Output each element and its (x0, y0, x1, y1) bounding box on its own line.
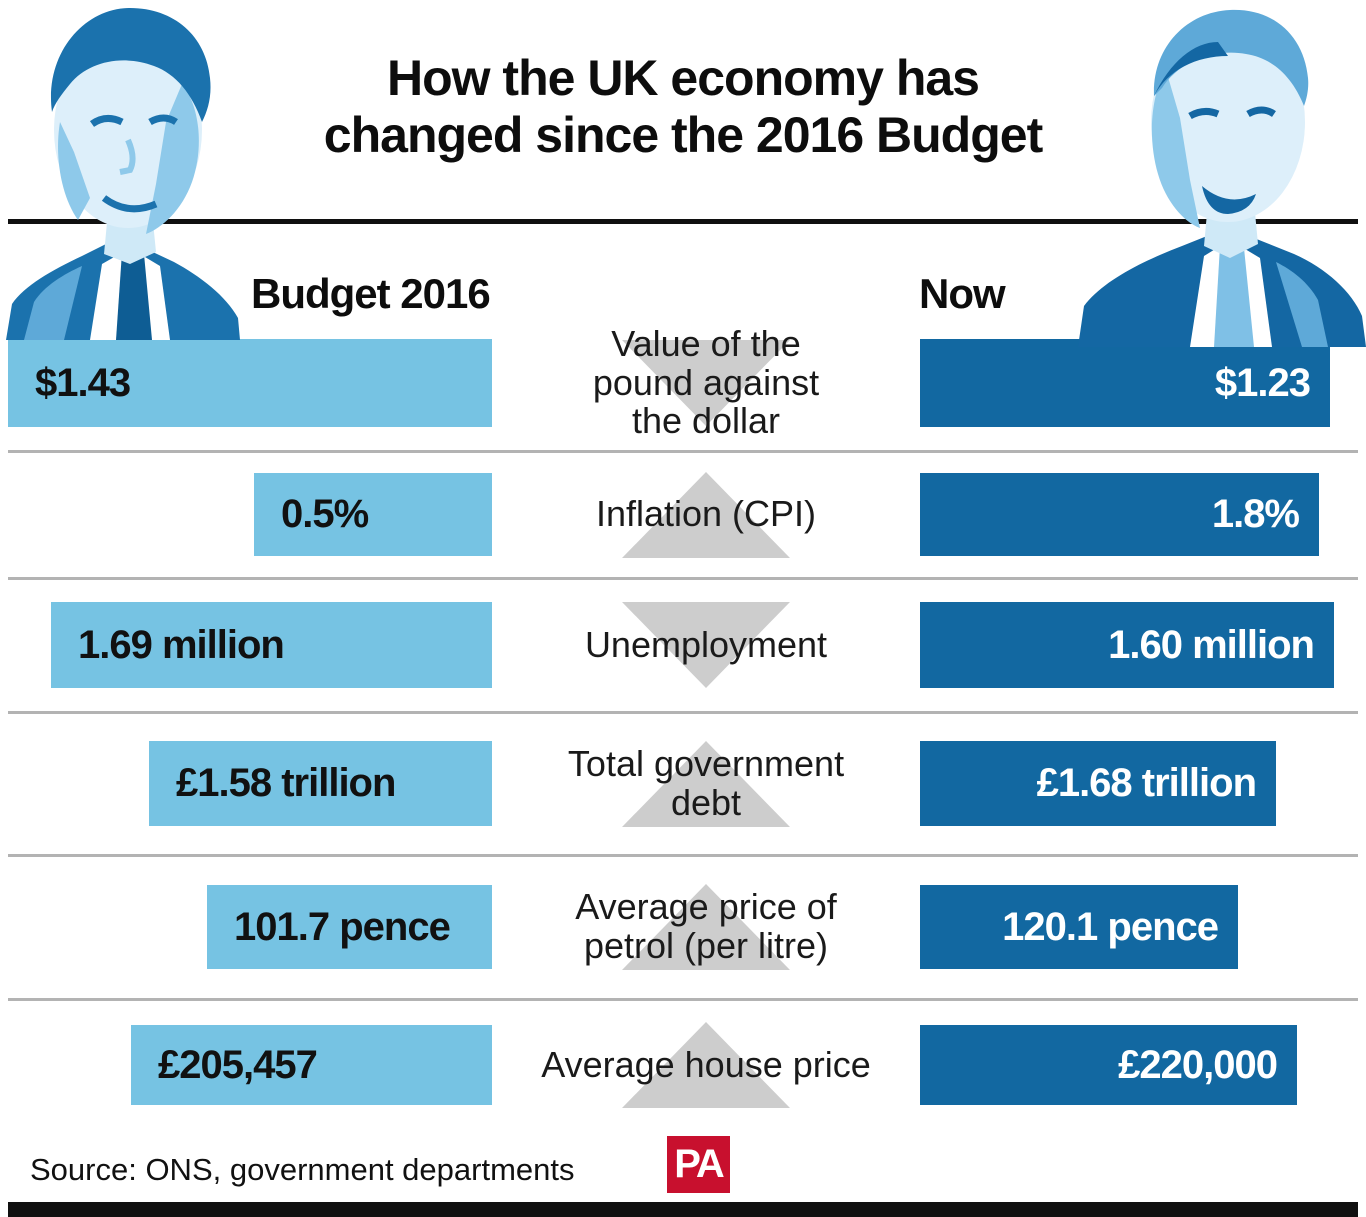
metric-label-cell: Inflation (CPI) (492, 471, 920, 558)
row-separator (8, 711, 1358, 714)
trend-arrow-icon (622, 602, 790, 688)
metric-label: Total government debt (567, 742, 845, 823)
metric-label-cell: Unemployment (492, 602, 920, 688)
budget-2016-bar: $1.43 (8, 339, 492, 427)
metric-row-petrol-price: 101.7 pence Average price of petrol (per… (0, 884, 1366, 970)
trend-arrow-icon (622, 340, 790, 426)
column-header-now: Now (919, 270, 1006, 317)
row-separator (8, 854, 1358, 857)
now-value: 120.1 pence (1002, 904, 1219, 949)
row-separator (8, 998, 1358, 1001)
now-bar: £1.68 trillion (920, 741, 1276, 826)
trend-arrow-icon (622, 884, 790, 970)
now-value: £1.68 trillion (1036, 761, 1257, 805)
budget-2016-bar: 1.69 million (51, 602, 492, 688)
row-separator (8, 577, 1358, 580)
metric-label: Unemployment (584, 623, 828, 665)
budget-2016-value: £1.58 trillion (176, 761, 396, 805)
budget-2016-bar: £1.58 trillion (149, 741, 492, 826)
pa-logo: PA (667, 1136, 730, 1193)
politician-portrait-left-icon (6, 8, 240, 340)
now-value: 1.8% (1211, 492, 1300, 536)
page-title: How the UK economy has changed since the… (323, 50, 1043, 163)
now-bar: 1.8% (920, 473, 1319, 556)
header-rule (8, 219, 1358, 224)
metric-label-cell: Value of the pound against the dollar (492, 324, 920, 441)
row-separator (8, 450, 1358, 453)
column-header-budget-2016: Budget 2016 (251, 270, 491, 317)
now-value: £220,000 (1118, 1042, 1278, 1087)
metric-row-government-debt: £1.58 trillion Total government debt £1.… (0, 740, 1366, 827)
budget-2016-value: £205,457 (158, 1042, 318, 1087)
budget-2016-value: 101.7 pence (234, 904, 451, 949)
now-bar: £220,000 (920, 1025, 1297, 1105)
source-text: Source: ONS, government departments (30, 1152, 575, 1187)
now-bar: 1.60 million (920, 602, 1334, 688)
budget-2016-value: 1.69 million (78, 622, 285, 667)
metric-label-cell: Average house price (492, 1022, 920, 1108)
metric-label: Average house price (541, 1043, 871, 1085)
metric-row-inflation: 0.5% Inflation (CPI) 1.8% (0, 471, 1366, 558)
metric-row-pound-dollar: $1.43 Value of the pound against the dol… (0, 324, 1366, 441)
budget-2016-bar: £205,457 (131, 1025, 492, 1105)
metric-row-unemployment: 1.69 million Unemployment 1.60 million (0, 602, 1366, 688)
metric-label: Average price of petrol (per litre) (575, 886, 837, 966)
now-bar: $1.23 (920, 339, 1330, 427)
metric-row-house-price: £205,457 Average house price £220,000 (0, 1022, 1366, 1108)
now-bar: 120.1 pence (920, 885, 1238, 969)
now-value: $1.23 (1214, 360, 1311, 405)
footer-bar (8, 1202, 1358, 1217)
metric-label-cell: Total government debt (492, 740, 920, 827)
metric-label: Inflation (CPI) (595, 493, 817, 535)
trend-arrow-icon (622, 740, 790, 827)
now-value: 1.60 million (1108, 622, 1315, 667)
budget-2016-value: $1.43 (35, 360, 131, 405)
budget-2016-bar: 101.7 pence (207, 885, 492, 969)
trend-arrow-icon (622, 471, 790, 558)
trend-arrow-icon (622, 1022, 790, 1108)
budget-2016-bar: 0.5% (254, 473, 492, 556)
metric-label: Value of the pound against the dollar (592, 322, 820, 442)
budget-2016-value: 0.5% (281, 492, 369, 536)
politician-portrait-right-icon (1078, 9, 1366, 347)
metric-label-cell: Average price of petrol (per litre) (492, 884, 920, 970)
